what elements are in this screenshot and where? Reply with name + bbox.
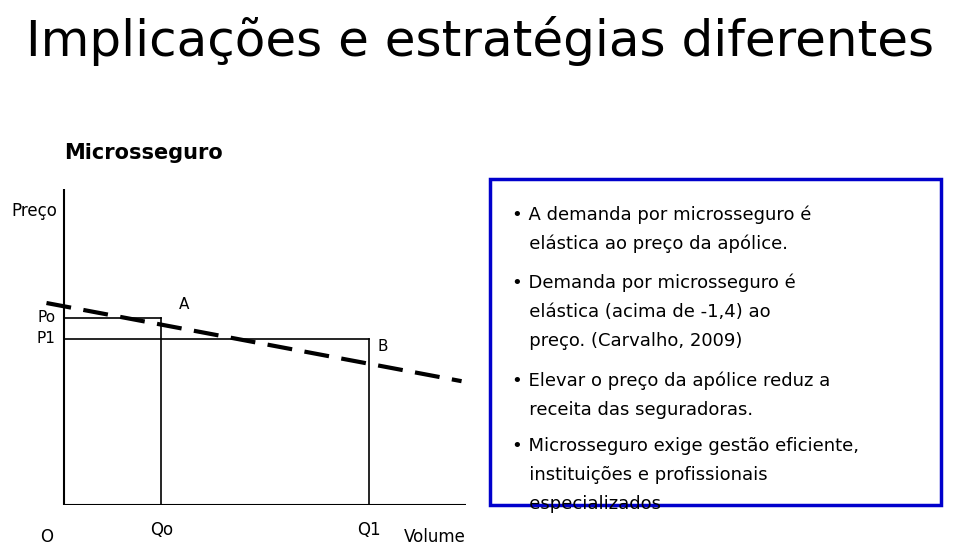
Text: elástica ao preço da apólice.: elástica ao preço da apólice. [513,235,788,253]
Text: • Demanda por microsseguro é: • Demanda por microsseguro é [513,274,796,292]
Text: Volume: Volume [404,528,466,543]
Text: A: A [179,296,189,312]
Text: preço. (Carvalho, 2009): preço. (Carvalho, 2009) [513,332,742,350]
FancyBboxPatch shape [490,179,941,505]
Text: P1: P1 [36,331,56,346]
Text: O: O [40,528,53,543]
Text: B: B [377,339,388,354]
Text: • Elevar o preço da apólice reduz a: • Elevar o preço da apólice reduz a [513,371,830,390]
Text: Preço: Preço [12,202,57,220]
Text: Qo: Qo [150,521,173,539]
Text: • Microsseguro exige gestão eficiente,: • Microsseguro exige gestão eficiente, [513,437,859,454]
Text: especializados: especializados [513,495,661,513]
Text: Po: Po [37,310,56,325]
Text: • A demanda por microsseguro é: • A demanda por microsseguro é [513,205,811,224]
Text: Microsseguro: Microsseguro [64,143,223,163]
Text: elástica (acima de -1,4) ao: elástica (acima de -1,4) ao [513,303,771,321]
Text: instituições e profissionais: instituições e profissionais [513,466,768,484]
Text: Q1: Q1 [357,521,381,539]
Text: Implicações e estratégias diferentes: Implicações e estratégias diferentes [26,16,934,66]
Text: receita das seguradoras.: receita das seguradoras. [513,401,754,419]
